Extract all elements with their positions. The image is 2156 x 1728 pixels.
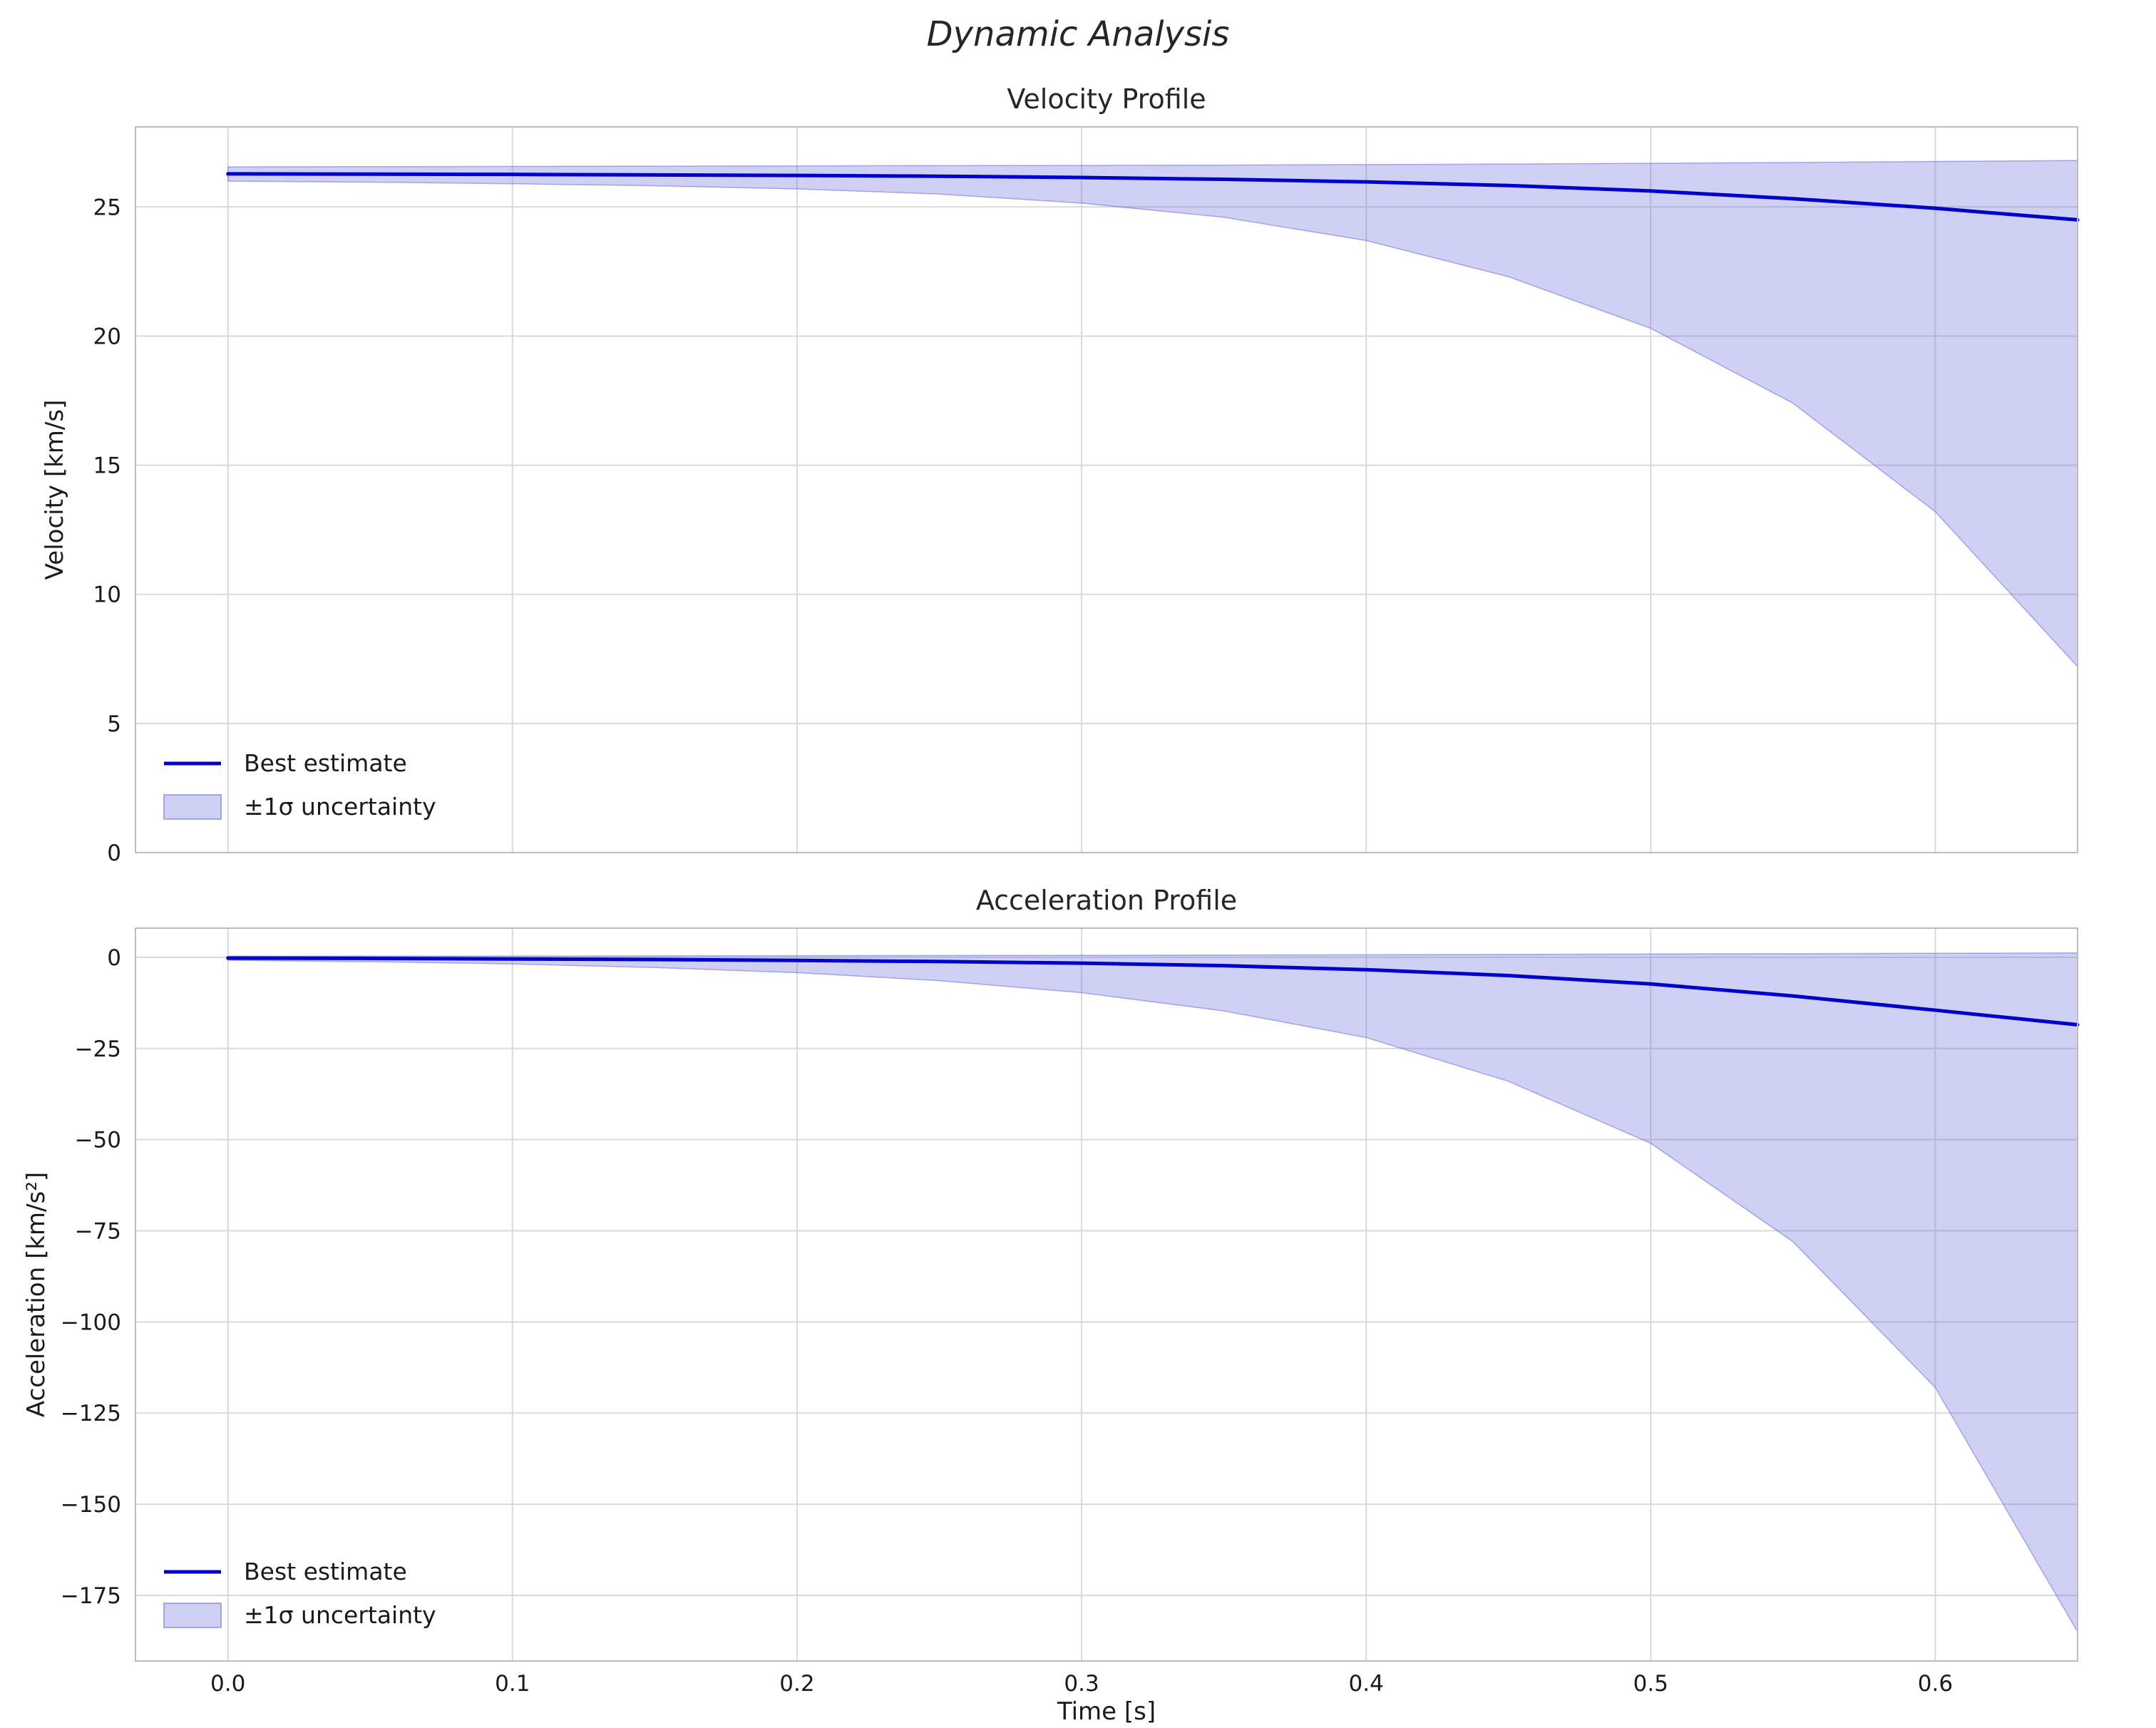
subplot-1: 0 5 10 15 20 25 Velocity Profile Velocity [km/s… <box>41 83 2080 866</box>
legend-label-best-estimate: Best estimate <box>244 749 407 777</box>
legend-patch-sample <box>163 794 222 820</box>
y-tick-label: 25 <box>93 195 121 220</box>
best-estimate-line <box>226 172 2080 222</box>
x-tick-label: 0.5 <box>1633 1671 1668 1697</box>
y-tick-label: 20 <box>93 324 121 349</box>
x-axis-label: Time [s] <box>1057 1697 1156 1726</box>
x-tick-label: 0.1 <box>495 1671 530 1697</box>
y-tick-label: 5 <box>107 711 121 737</box>
legend-label-uncertainty: ±1σ uncertainty <box>244 793 436 821</box>
legend-label-best-estimate: Best estimate <box>244 1558 407 1585</box>
y-tick-label: −75 <box>75 1218 121 1244</box>
y-tick-label: −50 <box>75 1128 121 1153</box>
x-tick-label: 0.6 <box>1918 1671 1953 1697</box>
y-tick-label: 0 <box>107 945 121 971</box>
y-axis-label: Acceleration [km/s²] <box>22 1172 51 1417</box>
y-tick-label: −125 <box>61 1401 121 1426</box>
x-tick-label: 0.0 <box>210 1671 245 1697</box>
y-tick-label: 15 <box>93 453 121 479</box>
uncertainty-band <box>227 952 2078 1634</box>
x-tick-label: 0.2 <box>779 1671 814 1697</box>
axes-spines <box>135 126 2078 853</box>
y-tick-label: −175 <box>61 1583 121 1609</box>
x-tick-label: 0.3 <box>1064 1671 1099 1697</box>
y-tick-label: 10 <box>93 582 121 608</box>
legend: Best estimate ±1σ uncertainty <box>163 749 436 821</box>
y-axis-label: Velocity [km/s] <box>41 400 69 580</box>
legend: Best estimate ±1σ uncertainty <box>163 1558 436 1629</box>
subplot-title: Velocity Profile <box>1007 83 1206 115</box>
figure-title: Dynamic Analysis <box>926 14 1230 54</box>
legend-patch-sample <box>163 1603 222 1628</box>
x-tick-label: 0.4 <box>1349 1671 1384 1697</box>
y-tick-label: −25 <box>75 1037 121 1062</box>
best-estimate-line <box>226 956 2080 1027</box>
subplot-title: Acceleration Profile <box>976 885 1237 916</box>
subplot-2: 0 −25 −50 −75 −100 −125 −150 −175 0.0 0.1 0.2 0.3 0.… <box>22 885 2080 1726</box>
axes-spines <box>135 927 2078 1662</box>
y-tick-label: −100 <box>61 1310 121 1335</box>
y-tick-label: −150 <box>61 1492 121 1518</box>
uncertainty-band <box>227 160 2078 669</box>
legend-label-uncertainty: ±1σ uncertainty <box>244 1601 436 1629</box>
y-tick-label: 0 <box>107 840 121 866</box>
